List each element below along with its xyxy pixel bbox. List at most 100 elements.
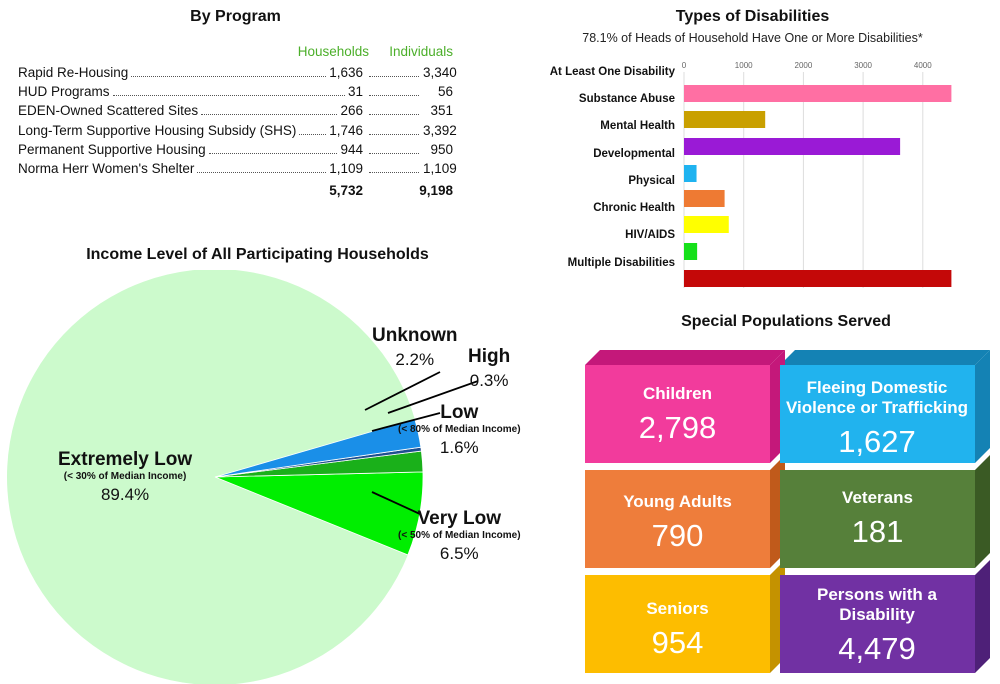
program-name: Norma Herr Women's Shelter xyxy=(18,160,195,176)
special-children: Children 2,798 xyxy=(585,384,770,446)
program-row: HUD Programs 31 56 xyxy=(18,84,453,103)
program-title: By Program xyxy=(190,8,281,25)
leader-dots xyxy=(369,152,419,154)
program-table: Households Individuals Rapid Re-Housing 1… xyxy=(18,44,457,198)
program-households: 31 xyxy=(347,84,363,100)
special-veterans: Veterans 181 xyxy=(780,488,975,550)
special-populations-title: Special Populations Served xyxy=(681,313,891,330)
block-label: Persons with a Disability xyxy=(817,585,937,624)
special-persons-disability: Persons with a Disability 4,479 xyxy=(782,585,972,667)
program-households: 266 xyxy=(340,103,363,119)
x-tick-label: 2000 xyxy=(795,61,813,70)
slice-pct: 1.6% xyxy=(439,438,479,457)
leader-dots xyxy=(369,171,419,173)
bar-at-least-one-disability xyxy=(684,85,952,102)
program-individuals: 3,392 xyxy=(423,122,457,138)
program-name: HUD Programs xyxy=(18,84,110,100)
pie-slice-extremely-low xyxy=(7,270,415,684)
disability-block xyxy=(780,575,975,673)
program-individuals: 3,340 xyxy=(423,65,457,80)
leader-dots xyxy=(369,133,419,135)
disabilities-bar-chart: 0 1000 2000 3000 4000 xyxy=(682,61,952,288)
households-header: Households xyxy=(297,44,369,59)
program-households: 1,746 xyxy=(329,122,363,138)
category-label: Substance Abuse xyxy=(578,93,675,105)
program-row: EDEN-Owned Scattered Sites 266 351 xyxy=(18,103,453,122)
special-populations-blocks-3d xyxy=(585,350,990,673)
x-tick-label: 3000 xyxy=(854,61,872,70)
bar-substance-abuse xyxy=(684,111,766,128)
veterans-block xyxy=(780,470,975,568)
leader-dots xyxy=(112,95,345,97)
slice-name: Low xyxy=(440,402,479,423)
block-value: 954 xyxy=(651,625,704,660)
bar-mental-health xyxy=(684,138,901,155)
young-adults-block xyxy=(585,470,770,568)
block-value: 1,627 xyxy=(838,424,916,459)
program-name: Long-Term Supportive Housing Subsidy (SH… xyxy=(18,122,297,138)
leader-dots xyxy=(299,133,327,135)
bar-multiple-disabilities xyxy=(684,270,952,287)
block-label: Veterans xyxy=(842,488,913,507)
label-very-low: Very Low (< 50% of Median Income) 6.5% xyxy=(398,508,521,564)
income-title: Income Level of All Participating Househ… xyxy=(86,246,429,263)
category-label: At Least One Disability xyxy=(549,66,675,78)
slice-name: Extremely Low xyxy=(58,449,193,470)
income-pie-chart xyxy=(7,270,479,684)
block-label: Children xyxy=(643,384,712,403)
special-young-adults: Young Adults 790 xyxy=(585,492,770,554)
label-high: High 0.3% xyxy=(468,346,510,391)
children-block xyxy=(585,365,770,463)
block-value: 181 xyxy=(851,514,904,549)
slice-sub: (< 50% of Median Income) xyxy=(398,530,521,541)
label-low: Low (< 80% of Median Income) 1.6% xyxy=(398,402,521,458)
total-households: 5,732 xyxy=(329,183,363,199)
program-individuals: 56 xyxy=(437,84,453,100)
seniors-block xyxy=(585,575,770,673)
bar-chronic-health xyxy=(684,216,729,233)
leader-dots xyxy=(131,76,327,77)
slice-pct: 2.2% xyxy=(395,350,435,369)
slice-pct: 6.5% xyxy=(439,544,479,563)
leader-dots xyxy=(369,114,419,116)
leader-line xyxy=(387,380,479,414)
block-label: Seniors xyxy=(646,599,709,618)
program-households: 1,109 xyxy=(329,160,363,176)
slice-name: Unknown xyxy=(372,325,458,346)
block-value: 790 xyxy=(651,518,704,553)
slice-pct: 89.4% xyxy=(100,485,150,504)
label-extremely-low: Extremely Low (< 30% of Median Income) 8… xyxy=(58,449,192,505)
individuals-header: Individuals xyxy=(389,44,453,59)
block-value: 4,479 xyxy=(838,631,916,666)
leader-dots xyxy=(197,171,327,173)
leader-dots xyxy=(201,114,338,116)
program-row: Permanent Supportive Housing 944 950 xyxy=(18,142,453,161)
label-unknown: Unknown 2.2% xyxy=(372,325,458,370)
category-label: Physical xyxy=(628,175,675,187)
x-tick-label: 0 xyxy=(682,61,687,70)
program-name: Permanent Supportive Housing xyxy=(18,141,206,157)
disabilities-title: Types of Disabilities xyxy=(675,8,830,25)
disabilities-subtitle: 78.1% of Heads of Household Have One or … xyxy=(582,31,923,45)
category-label: Multiple Disabilities xyxy=(567,257,675,269)
program-total-row: 5,732 9,198 xyxy=(18,183,453,198)
program-individuals: 351 xyxy=(430,103,453,119)
program-row: Norma Herr Women's Shelter 1,109 1,109 xyxy=(18,160,457,180)
category-label: Developmental xyxy=(593,148,675,160)
program-households: 1,636 xyxy=(329,65,363,80)
bar-physical xyxy=(684,190,725,207)
block-value: 2,798 xyxy=(638,410,717,445)
program-row: Long-Term Supportive Housing Subsidy (SH… xyxy=(18,122,457,142)
bar-hiv-aids xyxy=(684,243,698,260)
total-individuals: 9,198 xyxy=(419,183,453,199)
slice-pct: 0.3% xyxy=(469,371,509,390)
leader-line xyxy=(371,412,441,432)
special-seniors: Seniors 954 xyxy=(585,599,770,661)
slice-name: Very Low xyxy=(417,508,501,529)
program-section: By Program Households Individuals Rapid … xyxy=(18,8,457,198)
special-fleeing: Fleeing Domestic Violence or Trafficking… xyxy=(782,378,972,460)
leader-dots xyxy=(208,152,338,154)
program-header: Households Individuals xyxy=(18,44,453,59)
program-individuals: 1,109 xyxy=(423,160,457,176)
slice-sub: (< 80% of Median Income) xyxy=(398,424,521,435)
